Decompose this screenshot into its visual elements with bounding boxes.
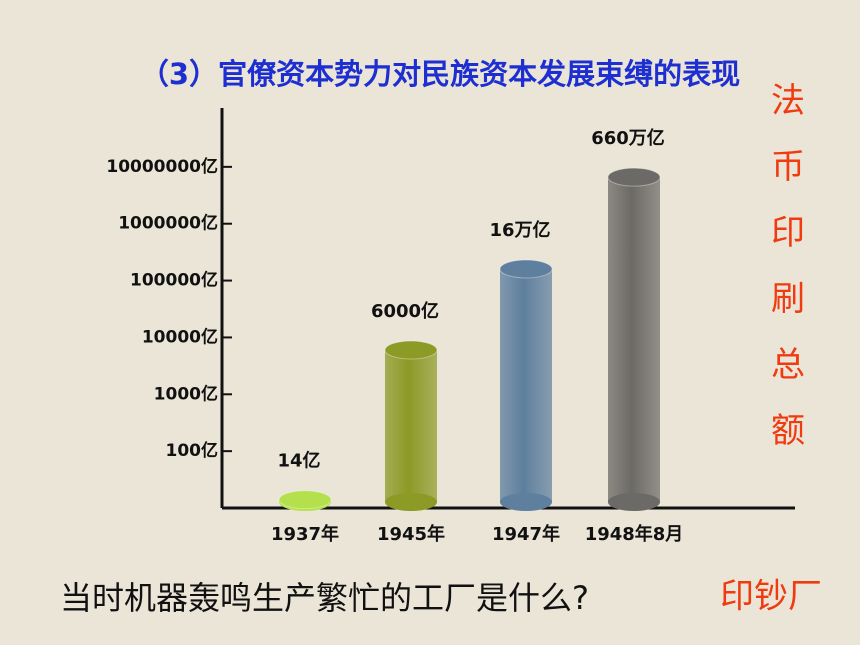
y-tick-label: 100亿 (166, 440, 219, 461)
y-tick-label: 10000000亿 (106, 156, 218, 177)
chart-title: （3）官僚资本势力对民族资本发展束缚的表现 (140, 57, 740, 91)
value-label: 660万亿 (591, 127, 665, 149)
bar-top (499, 259, 553, 279)
value-label: 6000亿 (371, 300, 439, 322)
y-tick-label: 100000亿 (130, 270, 218, 291)
value-label: 16万亿 (489, 219, 550, 241)
value-label: 14亿 (277, 450, 320, 472)
bar (608, 177, 660, 502)
question: 当时机器轰鸣生产繁忙的工厂是什么? (60, 579, 589, 617)
y-tick-label: 10000亿 (142, 326, 218, 347)
x-tick-label: 1948年8月 (585, 523, 684, 545)
x-tick-label: 1945年 (377, 523, 445, 545)
bar-top (384, 340, 438, 360)
y-tick-label: 1000亿 (154, 383, 218, 404)
x-tick-label: 1947年 (492, 523, 560, 545)
answer: 印钞厂 (720, 577, 822, 617)
side-label: 法币印刷总额 (765, 82, 805, 478)
bar (500, 268, 552, 502)
bar-top (278, 490, 332, 510)
bar (385, 350, 437, 502)
y-tick-label: 1000000亿 (118, 213, 218, 234)
bar-top (607, 167, 661, 187)
x-tick-label: 1937年 (271, 523, 339, 545)
